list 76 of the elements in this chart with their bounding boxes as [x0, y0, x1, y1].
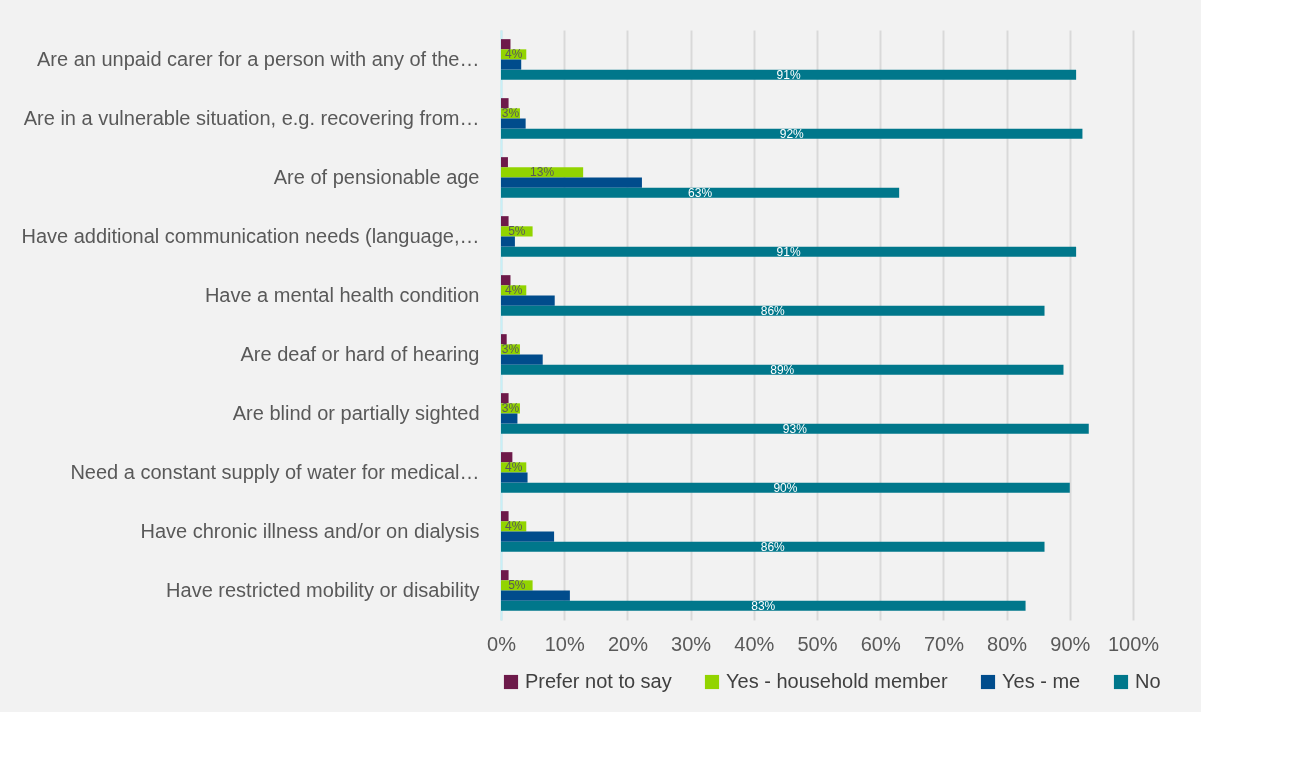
bar	[501, 305, 1045, 316]
data-label: 83%	[751, 598, 776, 613]
x-tick-label: 50%	[797, 632, 838, 655]
x-tick-label: 10%	[544, 632, 585, 655]
bar	[501, 59, 522, 70]
bar	[501, 393, 509, 404]
bar	[501, 452, 513, 463]
data-label: 91%	[776, 67, 801, 82]
data-label: 3%	[501, 401, 520, 416]
bar	[501, 246, 1077, 257]
bar	[501, 364, 1064, 375]
data-label: 91%	[776, 244, 801, 259]
data-label: 63%	[688, 185, 713, 200]
data-label: 3%	[501, 106, 520, 121]
data-label: 5%	[508, 224, 526, 239]
y-tick-label: Are in a vulnerable situation, e.g. recovering from…	[23, 106, 480, 129]
y-tick-label: Are an unpaid carer for a person with any of the…	[37, 47, 480, 70]
x-tick-label: 100%	[1107, 632, 1160, 655]
data-label: 92%	[779, 126, 805, 141]
bar	[501, 570, 509, 581]
bar	[501, 98, 509, 109]
y-tick-label: Have a mental health condition	[204, 283, 480, 306]
data-label: 5%	[508, 578, 526, 593]
bar	[501, 423, 1089, 434]
y-tick-label: Are of pensionable age	[273, 165, 480, 188]
data-label: 86%	[760, 539, 786, 554]
bar	[501, 187, 900, 198]
y-tick-label: Are blind or partially sighted	[232, 401, 480, 424]
x-tick-label: 70%	[923, 632, 965, 655]
bar	[501, 39, 511, 50]
data-label: 93%	[782, 421, 808, 436]
bar	[501, 413, 518, 424]
data-label: 4%	[504, 460, 523, 475]
data-label: 4%	[504, 283, 523, 298]
x-tick-label: 40%	[734, 632, 775, 655]
bar	[501, 69, 1077, 80]
x-tick-label: 60%	[860, 632, 901, 655]
y-tick-label: Have restricted mobility or disability	[166, 578, 480, 601]
bar	[501, 472, 528, 483]
bar	[501, 600, 1026, 611]
bar	[501, 541, 1045, 552]
data-label: 3%	[501, 342, 520, 357]
data-label: 4%	[504, 519, 523, 534]
bar	[501, 590, 570, 601]
x-tick-label: 30%	[671, 632, 712, 655]
bar	[501, 128, 1083, 139]
data-label: 89%	[770, 362, 795, 377]
x-tick-label: 0%	[487, 632, 517, 655]
bar	[501, 157, 508, 168]
bar	[501, 167, 584, 178]
data-label: 13%	[530, 165, 555, 180]
x-tick-label: 80%	[987, 632, 1028, 655]
bar	[501, 334, 507, 345]
y-tick-label: Have chronic illness and/or on dialysis	[140, 519, 480, 542]
bar	[501, 511, 509, 522]
y-tick-label: Need a constant supply of water for medical…	[70, 460, 480, 483]
data-label: 90%	[773, 480, 798, 495]
legend-label: Prefer not to say	[525, 670, 672, 692]
bar	[501, 275, 511, 286]
x-tick-label: 20%	[607, 632, 649, 655]
bar	[501, 216, 509, 227]
x-tick-label: 90%	[1050, 632, 1091, 655]
data-label: 4%	[504, 47, 523, 62]
y-tick-label: Have additional communication needs (language,…	[21, 224, 480, 247]
bar	[501, 531, 555, 542]
bar	[501, 177, 642, 188]
legend-label: No	[1135, 670, 1161, 692]
bar	[501, 118, 526, 129]
bar	[501, 354, 543, 365]
data-label: 86%	[760, 303, 786, 318]
bar	[501, 295, 555, 306]
legend-label: Yes - household member	[726, 670, 948, 692]
y-tick-label: Are deaf or hard of hearing	[240, 342, 480, 365]
bar	[501, 236, 515, 247]
bar	[501, 482, 1070, 493]
legend-label: Yes - me	[1002, 670, 1081, 692]
